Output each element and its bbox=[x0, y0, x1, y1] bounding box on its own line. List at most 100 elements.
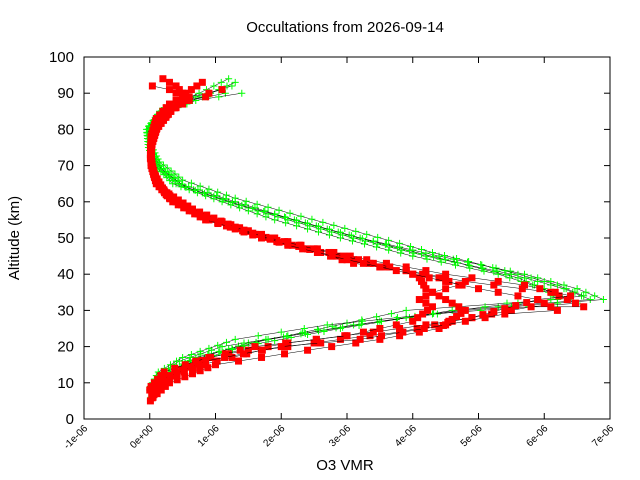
data-point-plus bbox=[402, 314, 410, 322]
data-point-plus bbox=[361, 240, 369, 248]
y-axis-label: Altitude (km) bbox=[6, 196, 23, 280]
data-point-square bbox=[312, 335, 320, 343]
data-point-plus bbox=[465, 258, 473, 266]
data-point-plus bbox=[238, 89, 246, 97]
data-point-plus bbox=[231, 335, 239, 343]
data-point-square bbox=[419, 270, 427, 278]
x-tick-label: 7e-06 bbox=[590, 423, 616, 449]
data-point-square bbox=[413, 325, 421, 332]
data-point-plus bbox=[428, 310, 436, 318]
data-point-plus bbox=[336, 229, 344, 237]
data-point-square bbox=[191, 210, 199, 218]
data-point-plus bbox=[170, 174, 178, 182]
data-point-square bbox=[507, 306, 515, 314]
data-point-plus bbox=[300, 325, 308, 332]
data-point-square bbox=[152, 115, 160, 123]
data-point-plus bbox=[159, 161, 167, 169]
data-point-square bbox=[333, 252, 341, 260]
data-point-plus bbox=[477, 261, 485, 269]
data-point-plus bbox=[196, 182, 204, 190]
data-point-square bbox=[213, 357, 221, 365]
data-point-plus bbox=[179, 176, 187, 184]
data-point-square bbox=[196, 367, 204, 375]
data-point-plus bbox=[166, 361, 174, 369]
y-tick-label: 50 bbox=[57, 230, 74, 247]
data-point-square bbox=[442, 274, 450, 282]
data-point-square bbox=[428, 303, 436, 311]
data-point-square bbox=[266, 235, 274, 243]
data-point-square bbox=[420, 281, 428, 289]
data-point-plus bbox=[174, 177, 182, 185]
data-point-plus bbox=[231, 194, 239, 202]
data-point-plus bbox=[240, 341, 248, 349]
data-point-square bbox=[494, 288, 502, 296]
data-point-square bbox=[540, 299, 548, 307]
data-point-plus bbox=[501, 267, 509, 275]
data-point-plus bbox=[402, 306, 410, 314]
data-point-square bbox=[173, 376, 181, 384]
profile-line bbox=[148, 82, 604, 394]
data-point-plus bbox=[489, 264, 497, 272]
data-point-plus bbox=[540, 277, 548, 285]
x-tick-label: 0e+00 bbox=[128, 423, 156, 451]
data-point-plus bbox=[352, 227, 360, 235]
data-point-plus bbox=[387, 310, 395, 318]
data-point-square bbox=[281, 238, 289, 246]
data-point-plus bbox=[350, 321, 358, 329]
data-point-square bbox=[166, 372, 174, 380]
data-point-square bbox=[458, 281, 466, 289]
data-point-square bbox=[196, 213, 204, 221]
data-point-square bbox=[179, 89, 187, 97]
data-point-plus bbox=[385, 246, 393, 254]
data-point-square bbox=[424, 306, 432, 314]
data-point-plus bbox=[196, 347, 204, 355]
data-point-plus bbox=[156, 162, 164, 170]
data-point-plus bbox=[249, 204, 257, 212]
data-point-plus bbox=[241, 201, 249, 209]
y-tick-label: 60 bbox=[57, 194, 74, 211]
data-point-square bbox=[198, 361, 206, 369]
data-point-plus bbox=[313, 325, 321, 333]
data-point-plus bbox=[385, 236, 393, 244]
profile-line bbox=[148, 78, 584, 398]
data-point-square bbox=[165, 100, 173, 108]
data-point-square bbox=[359, 259, 367, 267]
data-point-square bbox=[173, 369, 181, 377]
data-point-plus bbox=[381, 241, 389, 249]
data-point-plus bbox=[571, 288, 579, 296]
data-point-square bbox=[179, 93, 187, 101]
data-point-square bbox=[228, 353, 236, 361]
data-point-square bbox=[442, 277, 450, 285]
data-point-square bbox=[264, 343, 272, 351]
data-point-square bbox=[547, 303, 555, 311]
data-point-square bbox=[165, 379, 173, 387]
data-point-square bbox=[244, 227, 252, 235]
data-point-square bbox=[442, 285, 450, 293]
data-point-plus bbox=[222, 191, 230, 199]
data-point-square bbox=[157, 386, 165, 394]
data-point-square bbox=[392, 321, 400, 329]
y-axis: 0 10 20 30 40 50 60 70 80 90 100 bbox=[49, 49, 610, 428]
x-tick-label: 1e-06 bbox=[196, 423, 222, 449]
data-point-square bbox=[159, 375, 167, 383]
data-point-square bbox=[521, 281, 529, 289]
data-point-square bbox=[419, 310, 427, 318]
data-point-square bbox=[180, 204, 188, 212]
series-red-square bbox=[146, 75, 588, 405]
data-point-plus bbox=[182, 183, 190, 191]
data-point-plus bbox=[410, 249, 418, 257]
x-tick-label: 5e-06 bbox=[459, 423, 485, 449]
data-point-square bbox=[435, 292, 443, 300]
data-point-square bbox=[249, 229, 257, 237]
data-point-plus bbox=[154, 159, 162, 167]
data-point-plus bbox=[506, 274, 514, 282]
data-point-square bbox=[165, 86, 173, 94]
y-tick-label: 30 bbox=[57, 302, 74, 319]
data-point-plus bbox=[286, 209, 294, 217]
data-point-square bbox=[523, 299, 531, 307]
data-point-square bbox=[304, 346, 312, 354]
data-point-square bbox=[165, 78, 173, 86]
data-point-square bbox=[175, 100, 183, 108]
data-point-plus bbox=[466, 262, 474, 270]
